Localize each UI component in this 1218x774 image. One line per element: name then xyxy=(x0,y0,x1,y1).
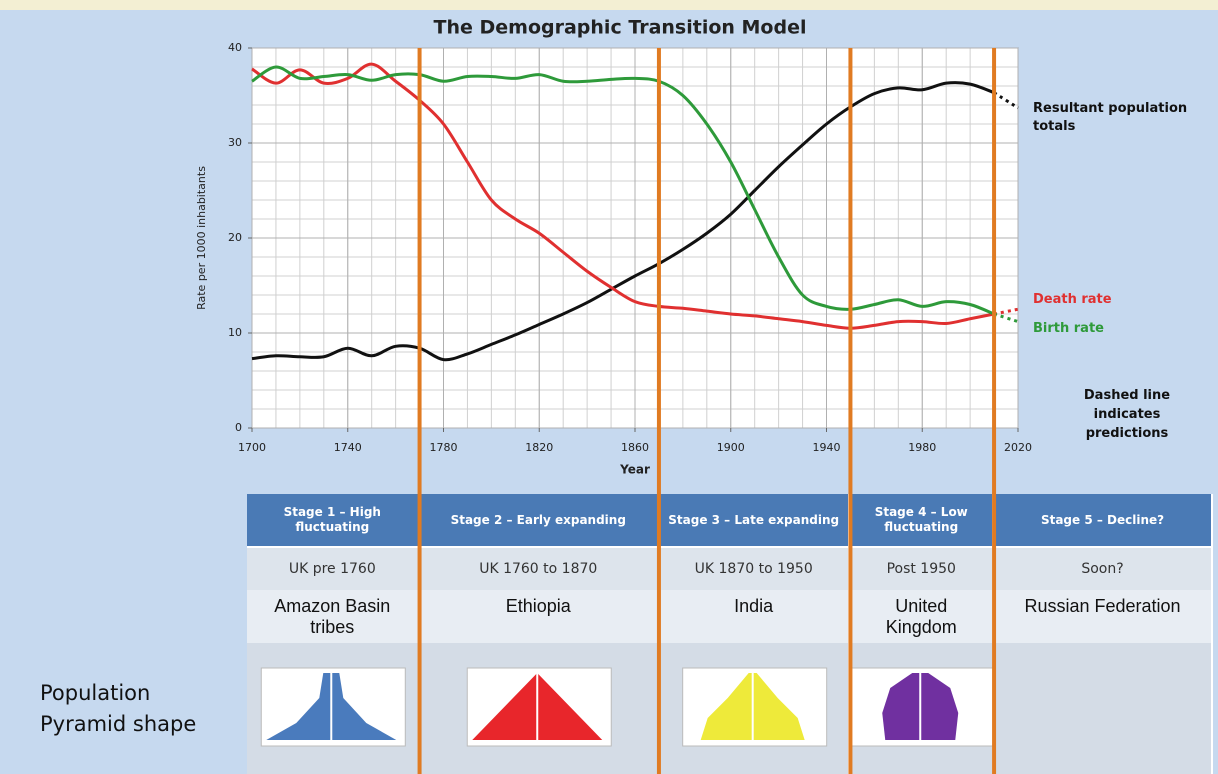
x-tick-label: 1860 xyxy=(621,441,649,454)
stage-name: Stage 4 – Low fluctuating xyxy=(850,494,995,546)
x-tick-label: 1740 xyxy=(334,441,362,454)
data-line xyxy=(251,81,995,362)
x-tick-label: 1900 xyxy=(717,441,745,454)
stage-period: UK pre 1760 xyxy=(247,546,420,590)
row-label: Population Pyramid shape xyxy=(40,681,197,736)
y-tick-label: 40 xyxy=(228,41,242,54)
chart-title: The Demographic Transition Model xyxy=(434,17,807,39)
series-label: Resultant population totals xyxy=(1033,100,1188,134)
data-line xyxy=(251,65,995,316)
x-tick-label: 1820 xyxy=(525,441,553,454)
annotation: Dashed line indicates predictions xyxy=(1083,388,1171,441)
stage-example: United Kingdom xyxy=(850,590,995,643)
x-tick-label: 2020 xyxy=(1004,441,1032,454)
data-line xyxy=(251,62,995,330)
stage-period: Post 1950 xyxy=(850,546,995,590)
pyramid-cell xyxy=(419,643,659,774)
pyramid-cell xyxy=(850,643,995,774)
x-tick-label: 1780 xyxy=(430,441,458,454)
stage-name: Stage 1 – High fluctuating xyxy=(247,494,420,546)
stage-period: UK 1760 to 1870 xyxy=(419,546,659,590)
y-tick-label: 30 xyxy=(228,136,242,149)
y-axis-label: Rate per 1000 inhabitants xyxy=(195,166,208,310)
series-label: Birth rate xyxy=(1033,320,1104,336)
stage-example: Ethiopia xyxy=(419,590,659,643)
series-label: Death rate xyxy=(1033,292,1112,308)
x-axis-label: Year xyxy=(619,463,650,477)
stage-name: Stage 3 – Late expanding xyxy=(658,494,851,546)
stage-example: Amazon Basin tribes xyxy=(247,590,420,643)
pyramid-cell xyxy=(994,643,1213,774)
stage-period: Soon? xyxy=(994,546,1213,590)
stage-example: Russian Federation xyxy=(994,590,1213,643)
pyramid-cell xyxy=(247,643,420,774)
stage-name: Stage 2 – Early expanding xyxy=(419,494,659,546)
y-tick-label: 10 xyxy=(228,326,242,339)
stage-example: India xyxy=(658,590,851,643)
x-tick-label: 1700 xyxy=(238,441,266,454)
pyramid-cell xyxy=(658,643,851,774)
x-tick-label: 1940 xyxy=(813,441,841,454)
y-tick-label: 20 xyxy=(228,231,242,244)
stage-period: UK 1870 to 1950 xyxy=(658,546,851,590)
y-tick-label: 0 xyxy=(235,421,242,434)
stage-name: Stage 5 – Decline? xyxy=(994,494,1213,546)
x-tick-label: 1980 xyxy=(908,441,936,454)
top-band xyxy=(0,0,1218,10)
